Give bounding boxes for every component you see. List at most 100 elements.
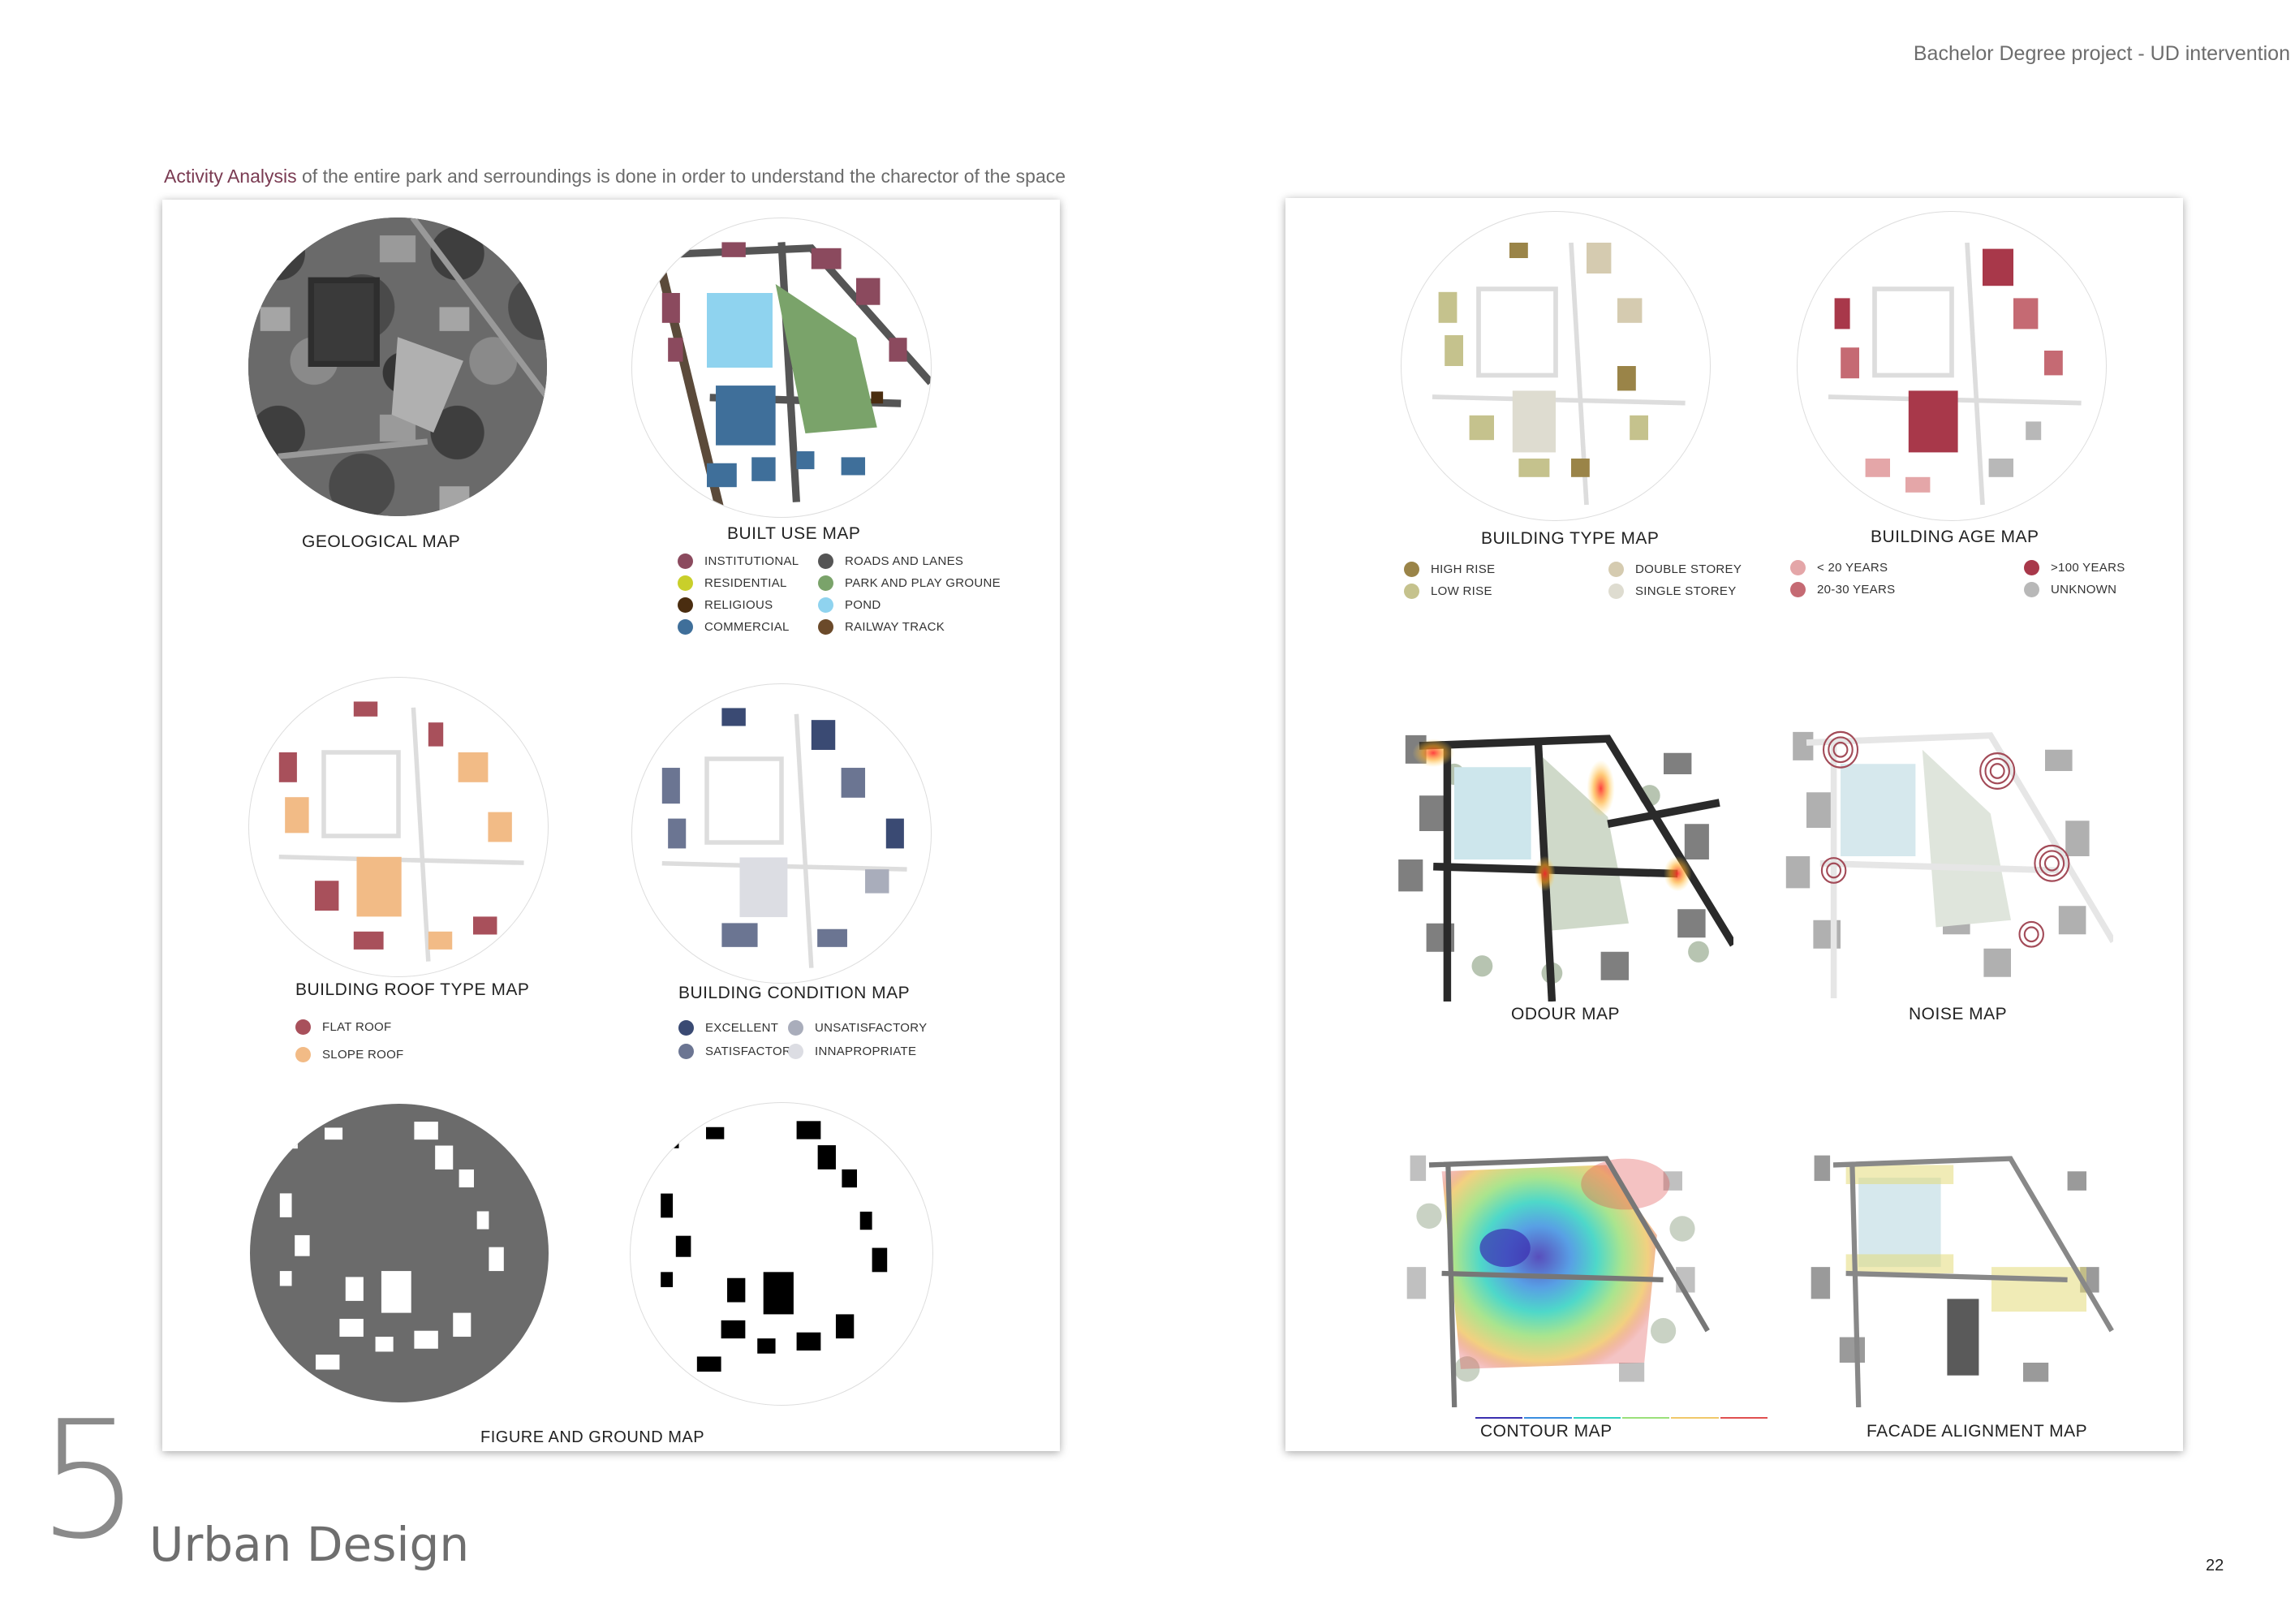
legend-label: COMMERCIAL [704, 620, 790, 634]
built-use-map-caption: BUILT USE MAP [727, 524, 861, 543]
legend-institutional: INSTITUTIONAL [678, 550, 799, 572]
scale-step [1621, 1411, 1670, 1419]
legend-label: POND [845, 598, 881, 612]
figure-ground-map-light [630, 1102, 933, 1406]
scale-step [1671, 1411, 1719, 1419]
legend-label: SATISFACTORY [705, 1045, 800, 1058]
intro-highlight: Activity Analysis [164, 166, 297, 187]
legend-label: INNAPROPRIATE [815, 1045, 917, 1058]
legend-swatch [2024, 582, 2039, 597]
legend-religious: RELIGIOUS [678, 594, 799, 616]
legend-swatch [818, 575, 833, 591]
legend-under-20: < 20 YEARS [1790, 557, 1895, 579]
scale-step [1524, 1411, 1572, 1419]
age-legend-left: < 20 YEARS 20-30 YEARS [1790, 557, 1895, 601]
figure-ground-map-caption: FIGURE AND GROUND MAP [480, 1428, 705, 1446]
legend-label: FLAT ROOF [322, 1019, 392, 1034]
condition-map [631, 683, 932, 984]
legend-label: SLOPE ROOF [322, 1047, 404, 1062]
legend-low-rise: LOW RISE [1404, 580, 1495, 602]
contour-map [1397, 1139, 1714, 1407]
legend-unsatisfactory: UNSATISFACTORY [788, 1016, 927, 1040]
legend-label: INSTITUTIONAL [704, 554, 799, 568]
roof-type-map [248, 677, 549, 977]
intro-text: Activity Analysis of the entire park and… [164, 166, 1066, 187]
legend-flat-roof: FLAT ROOF [295, 1013, 404, 1040]
legend-label: UNKNOWN [2051, 583, 2117, 597]
legend-excellent: EXCELLENT [678, 1016, 799, 1040]
facade-alignment-map [1802, 1139, 2118, 1407]
legend-swatch [678, 597, 693, 613]
condition-map-caption: BUILDING CONDITION MAP [678, 984, 911, 1002]
legend-swatch [678, 554, 693, 569]
type-legend-left: HIGH RISE LOW RISE [1404, 558, 1495, 602]
legend-single-storey: SINGLE STOREY [1608, 580, 1742, 602]
legend-swatch [788, 1044, 803, 1059]
legend-residential: RESIDENTIAL [678, 572, 799, 594]
legend-slope-roof: SLOPE ROOF [295, 1040, 404, 1068]
built-use-legend-right: ROADS AND LANES PARK AND PLAY GROUNE PON… [818, 550, 1001, 638]
geological-map [248, 218, 547, 516]
legend-label: < 20 YEARS [1817, 561, 1888, 575]
legend-swatch [295, 1019, 311, 1035]
legend-swatch [678, 1044, 694, 1059]
condition-legend-left: EXCELLENT SATISFACTORY [678, 1016, 799, 1063]
page-number: 22 [2206, 1557, 2224, 1574]
legend-label: PARK AND PLAY GROUNE [845, 576, 1001, 590]
legend-label: HIGH RISE [1431, 562, 1496, 576]
legend-swatch [788, 1020, 803, 1036]
legend-roads: ROADS AND LANES [818, 550, 1001, 572]
scale-step [1573, 1411, 1621, 1419]
legend-swatch [818, 597, 833, 613]
age-legend-right: >100 YEARS UNKNOWN [2024, 557, 2125, 601]
legend-label: RESIDENTIAL [704, 576, 787, 590]
legend-20-30: 20-30 YEARS [1790, 579, 1895, 601]
legend-swatch [1404, 584, 1419, 599]
legend-pond: POND [818, 594, 1001, 616]
built-use-legend-left: INSTITUTIONAL RESIDENTIAL RELIGIOUS COMM… [678, 550, 799, 638]
odour-map [1384, 717, 1733, 1002]
legend-label: ROADS AND LANES [845, 554, 964, 568]
geological-map-caption: GEOLOGICAL MAP [302, 532, 461, 551]
legend-swatch [2024, 560, 2039, 575]
legend-swatch [818, 619, 833, 635]
legend-swatch [678, 575, 693, 591]
legend-swatch [678, 1020, 694, 1036]
contour-map-caption: CONTOUR MAP [1480, 1422, 1613, 1441]
legend-unknown: UNKNOWN [2024, 579, 2125, 601]
legend-swatch [818, 554, 833, 569]
legend-double-storey: DOUBLE STOREY [1608, 558, 1742, 580]
noise-map-caption: NOISE MAP [1909, 1005, 2008, 1023]
legend-commercial: COMMERCIAL [678, 616, 799, 638]
contour-scale [1475, 1411, 1768, 1419]
legend-swatch [1608, 584, 1624, 599]
legend-label: EXCELLENT [705, 1021, 779, 1035]
legend-swatch [1790, 560, 1806, 575]
legend-over-100: >100 YEARS [2024, 557, 2125, 579]
legend-innapropriate: INNAPROPRIATE [788, 1040, 927, 1063]
legend-railway: RAILWAY TRACK [818, 616, 1001, 638]
condition-legend-right: UNSATISFACTORY INNAPROPRIATE [788, 1016, 927, 1063]
legend-label: DOUBLE STOREY [1635, 562, 1742, 576]
intro-rest: of the entire park and serroundings is d… [296, 166, 1066, 187]
legend-label: RELIGIOUS [704, 598, 773, 612]
building-type-map [1401, 211, 1711, 521]
legend-label: RAILWAY TRACK [845, 620, 945, 634]
legend-satisfactory: SATISFACTORY [678, 1040, 799, 1063]
scale-step [1720, 1411, 1768, 1419]
roof-type-map-caption: BUILDING ROOF TYPE MAP [295, 980, 530, 999]
legend-label: 20-30 YEARS [1817, 583, 1896, 597]
legend-high-rise: HIGH RISE [1404, 558, 1495, 580]
built-use-map [631, 218, 932, 518]
legend-swatch [295, 1046, 311, 1062]
legend-label: UNSATISFACTORY [815, 1021, 928, 1035]
type-legend-right: DOUBLE STOREY SINGLE STOREY [1608, 558, 1742, 602]
legend-swatch [1790, 582, 1806, 597]
legend-label: SINGLE STOREY [1635, 584, 1737, 598]
roof-legend: FLAT ROOF SLOPE ROOF [295, 1013, 404, 1068]
legend-swatch [678, 619, 693, 635]
figure-ground-map-dark [250, 1104, 549, 1402]
legend-label: LOW RISE [1431, 584, 1492, 598]
legend-park: PARK AND PLAY GROUNE [818, 572, 1001, 594]
building-age-map-caption: BUILDING AGE MAP [1871, 528, 2039, 546]
